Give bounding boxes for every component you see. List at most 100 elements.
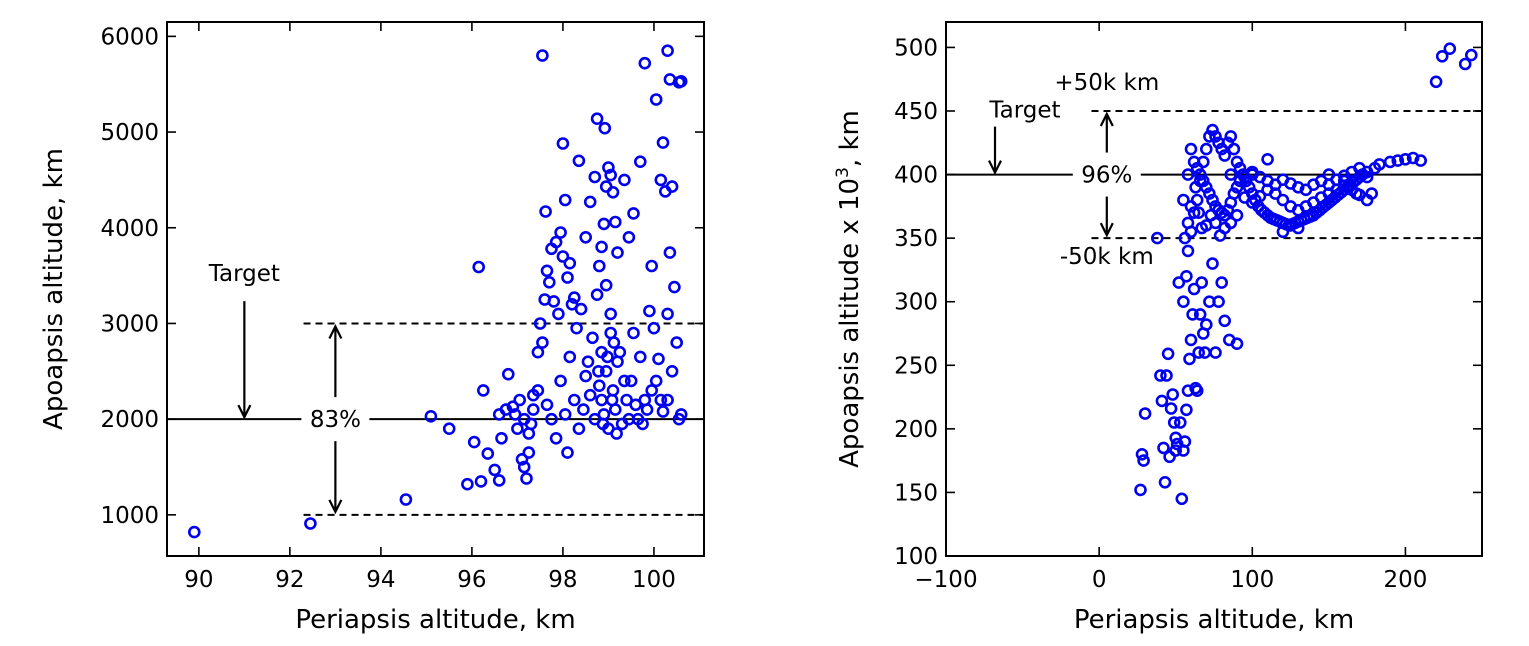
data-point	[1158, 475, 1172, 489]
data-point	[1200, 318, 1213, 331]
data-point	[1233, 174, 1247, 188]
left-points	[188, 44, 688, 539]
data-point	[1322, 168, 1336, 181]
data-point	[1406, 151, 1420, 165]
data-point	[583, 388, 597, 402]
data-point	[1200, 142, 1213, 156]
data-point	[601, 350, 614, 364]
data-point	[488, 463, 502, 477]
data-point	[1353, 161, 1366, 175]
data-point	[1184, 200, 1198, 213]
data-point	[540, 264, 554, 278]
data-point	[1435, 49, 1449, 63]
data-point	[605, 393, 619, 407]
left-x-axis-label: Periapsis altitude, km	[295, 605, 575, 635]
y-tick-label: 1000	[100, 503, 159, 529]
data-point	[574, 302, 588, 316]
data-point	[622, 231, 636, 244]
right-upper-bound-annotation: +50k km	[1054, 70, 1159, 96]
data-point	[1276, 225, 1290, 239]
y-tick-label: 250	[894, 353, 938, 379]
data-point	[1135, 447, 1149, 461]
data-point	[1230, 209, 1244, 222]
data-point	[579, 369, 593, 383]
data-point	[472, 260, 486, 274]
data-point	[599, 364, 613, 378]
data-point	[545, 412, 558, 426]
data-point	[508, 408, 522, 421]
data-point	[540, 398, 554, 412]
data-point	[1151, 231, 1164, 245]
data-point	[481, 447, 495, 460]
data-point	[1192, 346, 1205, 359]
data-point	[531, 384, 545, 397]
data-point	[1224, 216, 1238, 230]
right-y-axis-label-main: Apoapsis altitude x 10	[835, 178, 865, 468]
data-point	[1137, 454, 1150, 467]
data-point	[442, 422, 456, 436]
data-point	[577, 403, 590, 416]
data-point	[1458, 57, 1472, 71]
data-point	[526, 403, 540, 416]
data-point	[563, 350, 577, 364]
data-point	[1206, 193, 1219, 207]
data-point	[647, 321, 661, 335]
data-point	[467, 435, 481, 449]
data-point	[1181, 216, 1195, 230]
data-point	[1190, 161, 1204, 175]
data-point	[1230, 155, 1244, 169]
left-plot-frame	[166, 21, 705, 557]
data-point	[539, 205, 552, 218]
x-tick-label: 90	[184, 567, 213, 593]
left-x-ticks: 90 92 94 96 98 100	[184, 22, 676, 593]
y-tick-label: 2000	[100, 407, 159, 433]
data-point	[1465, 48, 1478, 62]
data-point	[1291, 221, 1305, 235]
y-tick-label: 5000	[100, 120, 159, 146]
x-tick-label: 92	[275, 567, 304, 593]
data-point	[1184, 142, 1198, 156]
data-point	[598, 121, 612, 135]
data-point	[1224, 130, 1238, 143]
data-point	[592, 259, 606, 273]
data-point	[520, 472, 533, 485]
data-point	[1172, 276, 1186, 289]
data-point	[1175, 492, 1189, 506]
y-tick-label: 200	[894, 417, 938, 443]
data-point	[645, 384, 659, 397]
right-y-axis-label-unit: , km	[835, 110, 865, 167]
data-point	[533, 317, 547, 330]
data-point	[1429, 75, 1443, 89]
target-arrow-head	[988, 160, 1002, 176]
data-point	[556, 250, 570, 263]
data-point	[1177, 193, 1190, 207]
data-point	[1230, 337, 1244, 351]
data-point	[399, 493, 413, 506]
data-point	[549, 235, 563, 249]
data-point	[596, 417, 610, 431]
data-point	[547, 295, 561, 308]
data-point	[1215, 276, 1228, 289]
data-point	[554, 226, 567, 239]
right-y-axis-label-superscript: 3	[833, 167, 853, 178]
y-tick-label: 100	[894, 544, 938, 570]
data-point	[1180, 403, 1193, 417]
x-tick-label: 100	[1230, 567, 1274, 593]
x-tick-label: −100	[914, 567, 977, 593]
data-point	[1138, 407, 1152, 420]
data-point	[1169, 444, 1182, 457]
data-point	[1360, 170, 1374, 184]
data-point	[1227, 142, 1241, 156]
right-target-annotation: Target	[988, 98, 1060, 124]
y-tick-label: 300	[894, 290, 938, 316]
data-point	[1181, 168, 1195, 181]
data-point	[517, 412, 531, 426]
data-point	[604, 168, 618, 182]
data-point	[579, 231, 593, 244]
data-point	[656, 405, 670, 418]
data-point	[1187, 155, 1201, 169]
data-point	[536, 336, 549, 349]
data-point	[536, 49, 549, 62]
data-point	[1350, 187, 1363, 200]
